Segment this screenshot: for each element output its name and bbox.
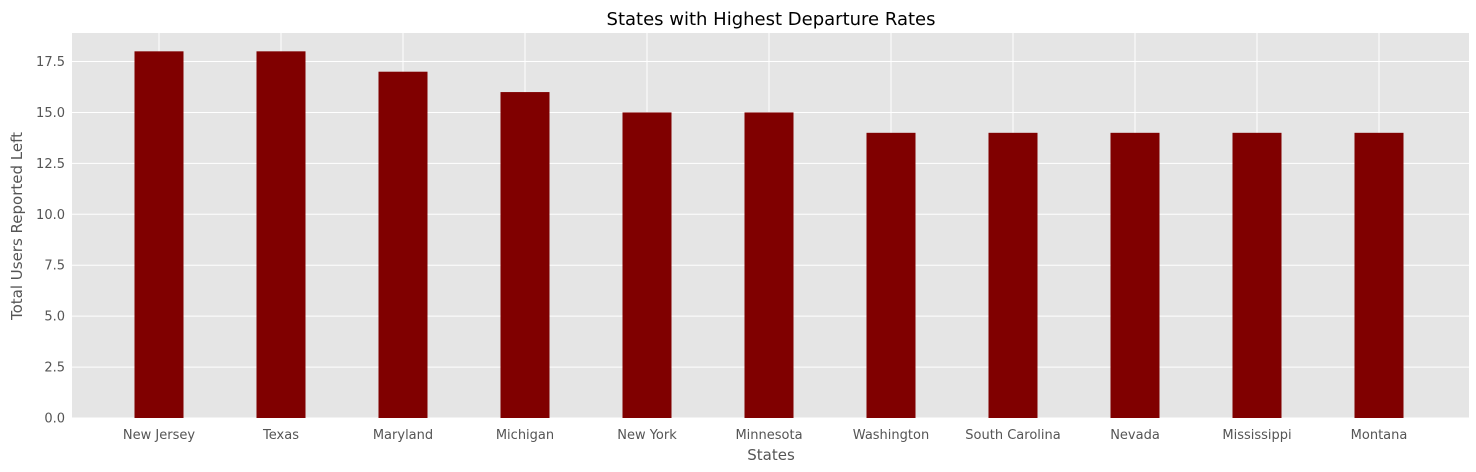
x-tick-label: Nevada — [1110, 428, 1160, 443]
x-tick-label: New Jersey — [123, 428, 195, 443]
y-tick-label: 7.5 — [44, 259, 65, 274]
y-tick-labels: 0.0 2.5 5.0 7.5 10.0 12.5 15.0 17.5 — [36, 55, 65, 426]
chart-title: States with Highest Departure Rates — [607, 9, 936, 30]
bar-washington — [866, 132, 916, 418]
x-tick-label: Minnesota — [735, 428, 802, 443]
bars — [134, 51, 1404, 419]
x-tick-label: New York — [617, 428, 677, 443]
y-axis-label: Total Users Reported Left — [8, 132, 26, 321]
x-tick-labels: New Jersey Texas Maryland Michigan New York M… — [123, 428, 1407, 443]
x-tick-label: Washington — [853, 428, 929, 443]
x-tick-label: Texas — [262, 428, 299, 443]
bar-maryland — [378, 71, 428, 418]
x-tick-label: Mississippi — [1222, 428, 1291, 443]
bar-texas — [256, 51, 306, 418]
bar-south-carolina — [988, 132, 1038, 418]
bar-michigan — [500, 92, 550, 419]
x-tick-label: Maryland — [373, 428, 433, 443]
bar-montana — [1354, 132, 1404, 418]
x-axis-label: States — [747, 446, 795, 464]
x-tick-label: South Carolina — [965, 428, 1060, 443]
bar-nevada — [1110, 132, 1160, 418]
y-tick-label: 15.0 — [36, 106, 65, 121]
bar-new-york — [622, 112, 672, 418]
bar-new-jersey — [134, 51, 184, 418]
y-tick-label: 17.5 — [36, 55, 65, 70]
y-tick-label: 5.0 — [44, 310, 65, 325]
bar-minnesota — [744, 112, 794, 418]
y-tick-label: 12.5 — [36, 157, 65, 172]
x-tick-label: Montana — [1351, 428, 1408, 443]
y-tick-label: 0.0 — [44, 412, 65, 427]
y-tick-label: 2.5 — [44, 361, 65, 376]
x-tick-label: Michigan — [496, 428, 554, 443]
y-tick-label: 10.0 — [36, 208, 65, 223]
bar-mississippi — [1232, 132, 1282, 418]
